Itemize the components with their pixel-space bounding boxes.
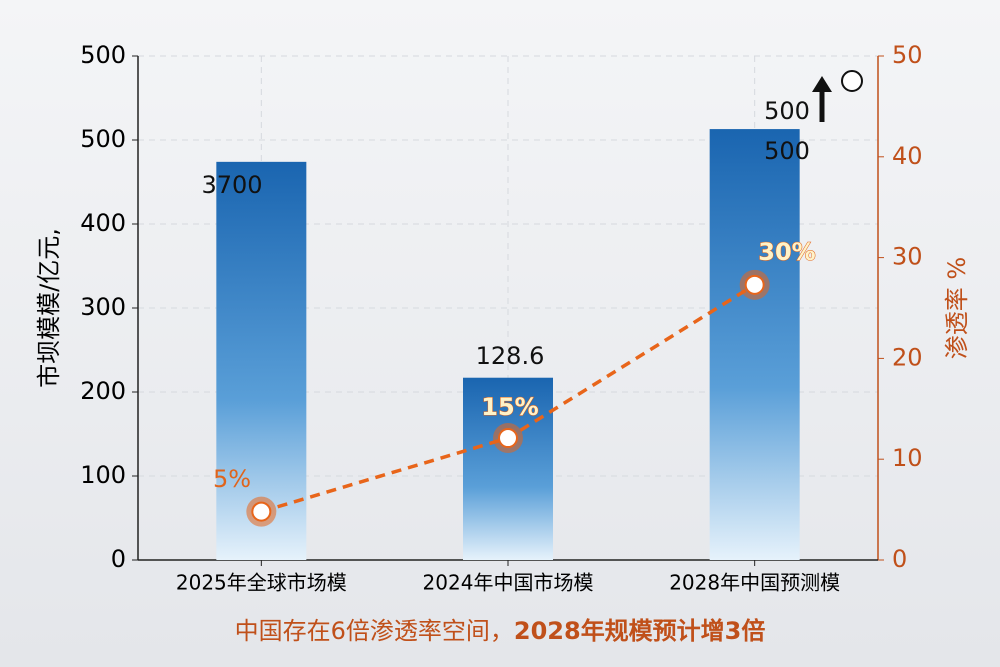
point: [498, 428, 518, 449]
x-tick-label: 2028年中国预测模: [669, 571, 840, 595]
y2-tick-label: 50: [892, 41, 923, 69]
y-tick-label: 500: [80, 125, 126, 153]
bar: [216, 161, 307, 560]
point-label: 5%: [213, 465, 251, 493]
y-tick-label: 400: [80, 209, 126, 237]
y-tick-label: 0: [111, 545, 126, 573]
bar-label: 128.6: [476, 342, 545, 370]
y-tick-label: 200: [80, 377, 126, 405]
icon: [841, 70, 863, 92]
x-tick-label: 2025年全球市场模: [176, 571, 347, 595]
annotation: 500: [764, 97, 810, 125]
y-tick-label: 100: [80, 461, 126, 489]
footnote-text: 中国存在6倍渗透率空间，: [235, 617, 514, 645]
y2-tick-label: 30: [892, 243, 923, 271]
bar-label: 3700: [201, 171, 262, 199]
x-tick-label: 2024年中国市场模: [423, 571, 594, 595]
bar-label: 500: [764, 137, 810, 165]
y-axis-label: 市坝模模/亿元,: [35, 228, 63, 388]
point: [251, 501, 272, 522]
y-tick-label: 300: [80, 293, 126, 321]
y-tick-label: 500: [80, 41, 126, 69]
y2-tick-label: 40: [892, 142, 923, 170]
point-label: 30%: [758, 238, 815, 266]
footnote-bold: 2028年规模预计增3倍: [514, 617, 766, 645]
arrow-head: [812, 76, 832, 92]
footnote: 中国存在6倍渗透率空间，2028年规模预计增3倍: [235, 617, 766, 645]
y2-axis-label: 渗透率 %: [943, 257, 971, 359]
y2-tick-label: 0: [892, 545, 907, 573]
bar: [463, 377, 553, 560]
point-label: 15%: [481, 393, 538, 421]
point: [744, 274, 765, 295]
bar: [709, 129, 800, 560]
y2-tick-label: 20: [892, 343, 923, 371]
y2-tick-label: 10: [892, 444, 923, 472]
